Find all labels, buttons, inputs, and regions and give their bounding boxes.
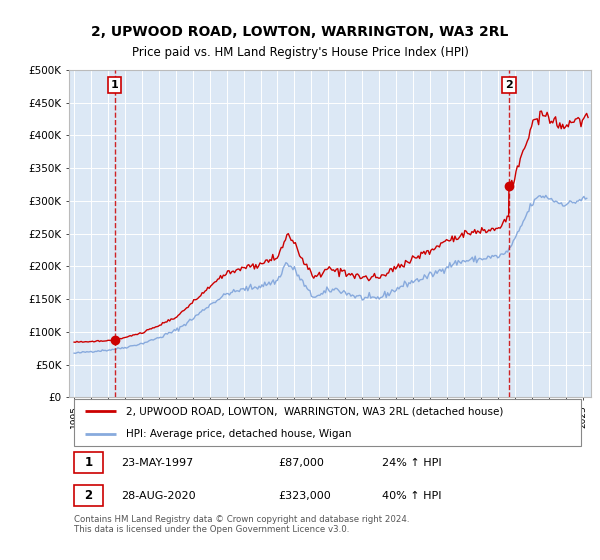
Text: 1: 1 <box>85 456 92 469</box>
FancyBboxPatch shape <box>74 452 103 473</box>
Text: 23-MAY-1997: 23-MAY-1997 <box>121 458 193 468</box>
Text: 2, UPWOOD ROAD, LOWTON,  WARRINGTON, WA3 2RL (detached house): 2, UPWOOD ROAD, LOWTON, WARRINGTON, WA3 … <box>127 407 504 417</box>
Text: Contains HM Land Registry data © Crown copyright and database right 2024.
This d: Contains HM Land Registry data © Crown c… <box>74 515 410 534</box>
Text: £323,000: £323,000 <box>278 491 331 501</box>
Text: 1: 1 <box>111 80 118 90</box>
Text: £87,000: £87,000 <box>278 458 323 468</box>
Text: 2, UPWOOD ROAD, LOWTON, WARRINGTON, WA3 2RL: 2, UPWOOD ROAD, LOWTON, WARRINGTON, WA3 … <box>91 25 509 39</box>
Text: 24% ↑ HPI: 24% ↑ HPI <box>382 458 442 468</box>
Text: 28-AUG-2020: 28-AUG-2020 <box>121 491 196 501</box>
Text: 2: 2 <box>85 489 92 502</box>
Text: Price paid vs. HM Land Registry's House Price Index (HPI): Price paid vs. HM Land Registry's House … <box>131 46 469 59</box>
Text: 2: 2 <box>505 80 513 90</box>
Text: 40% ↑ HPI: 40% ↑ HPI <box>382 491 442 501</box>
FancyBboxPatch shape <box>74 485 103 506</box>
FancyBboxPatch shape <box>74 399 581 446</box>
Text: HPI: Average price, detached house, Wigan: HPI: Average price, detached house, Wiga… <box>127 428 352 438</box>
